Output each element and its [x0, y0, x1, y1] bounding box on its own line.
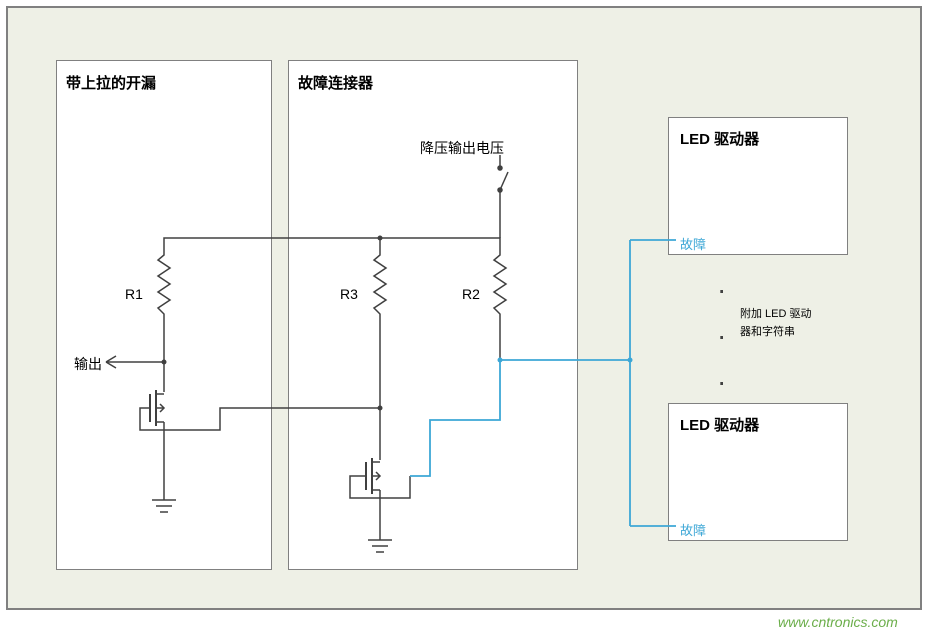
schematic-wires	[0, 0, 931, 635]
diagram-canvas: 带上拉的开漏 故障连接器 降压输出电压 LED 驱动器 故障 LED 驱动器 故…	[0, 0, 931, 635]
watermark: www.cntronics.com	[778, 614, 898, 630]
